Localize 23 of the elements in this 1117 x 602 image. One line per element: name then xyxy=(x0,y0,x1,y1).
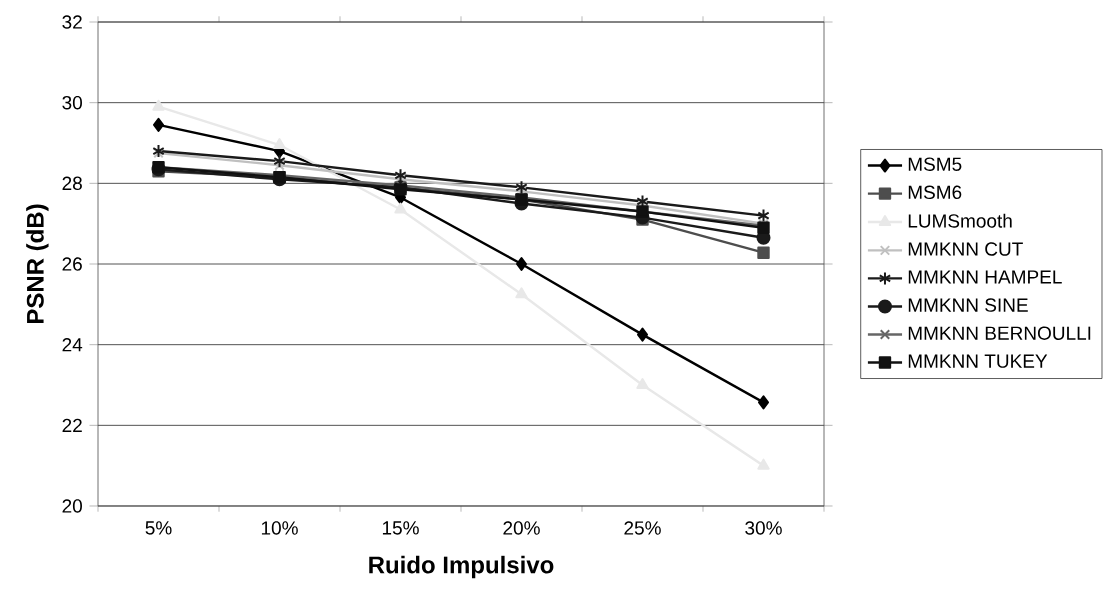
legend-label: MMKNN BERNOULLI xyxy=(908,326,1091,340)
x-tick-label: 10% xyxy=(261,521,298,535)
x-axis-title: Ruido Impulsivo xyxy=(369,555,554,579)
y-tick-label: 20 xyxy=(62,499,82,513)
legend-label: MSM6 xyxy=(908,185,962,200)
x-tick-label: 25% xyxy=(624,521,661,535)
y-tick-label: 32 xyxy=(62,15,82,29)
y-axis-title: PSNR (dB) xyxy=(26,204,49,324)
y-tick-label: 30 xyxy=(62,95,82,110)
legend-label: MSM5 xyxy=(908,157,962,171)
legend-label: LUMSmooth xyxy=(908,213,1012,228)
x-tick-label: 5% xyxy=(145,521,172,535)
y-tick-label: 26 xyxy=(62,257,82,271)
legend-label: MMKNN HAMPEL xyxy=(908,270,1062,284)
x-tick-label: 20% xyxy=(503,521,540,535)
legend-label: MMKNN SINE xyxy=(908,298,1028,312)
y-tick-label: 28 xyxy=(62,176,82,191)
legend-label: MMKNN TUKEY xyxy=(908,354,1048,368)
x-tick-label: 15% xyxy=(382,521,419,535)
x-tick-label: 30% xyxy=(745,521,782,535)
y-tick-label: 22 xyxy=(62,418,82,432)
legend-label: MMKNN CUT xyxy=(908,242,1023,256)
y-tick-label: 24 xyxy=(62,338,83,352)
